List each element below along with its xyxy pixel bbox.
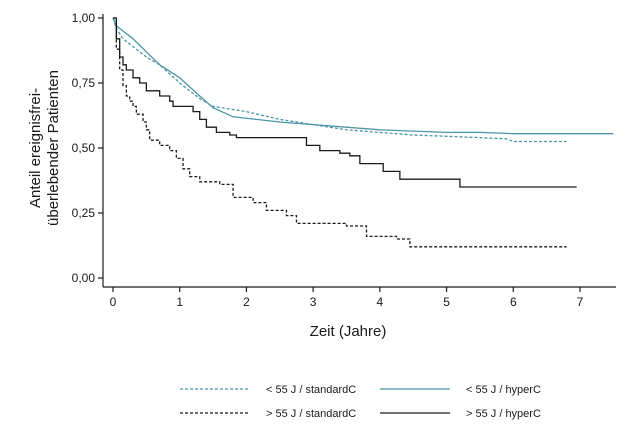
legend-label-55-j-hyperc: > 55 J / hyperC (466, 408, 541, 420)
series-line-55-j-standardc (113, 17, 567, 248)
y-tick-label: 1,00 (72, 11, 96, 25)
y-tick-label: 0,50 (72, 141, 96, 155)
y-axis-title-line-2: überlebender Patienten (45, 70, 62, 226)
x-tick-label: 6 (510, 295, 517, 309)
x-axis-title: Zeit (Jahre) (310, 323, 387, 340)
x-tick-label: 0 (110, 295, 117, 309)
axes (102, 14, 616, 288)
x-tick-label: 5 (443, 295, 450, 309)
x-tick-label: 3 (310, 295, 317, 309)
x-tick-label: 4 (377, 295, 384, 309)
series-line-55-j-standardc (112, 17, 567, 143)
x-tick-label: 1 (176, 295, 183, 309)
series-line-55-j-hyperc (113, 17, 577, 188)
series-layer (112, 17, 614, 248)
y-tick-label: 0,75 (72, 76, 96, 90)
y-axis-title-line-1: Anteil ereignisfrei- (27, 88, 44, 208)
legend-label-55-j-hyperc: < 55 J / hyperC (466, 384, 541, 396)
x-tick-label: 2 (243, 295, 250, 309)
legend-label-55-j-standardc: > 55 J / standardC (266, 408, 356, 420)
legend: < 55 J / standardC < 55 J / hyperC > 55 J … (180, 384, 541, 420)
x-tick-label: 7 (577, 295, 584, 309)
y-ticks: 0,00 0,25 0,50 0,75 1,00 (72, 11, 103, 285)
legend-label-55-j-standardc: < 55 J / standardC (266, 384, 356, 396)
y-tick-label: 0,25 (72, 206, 96, 220)
y-axis-title: Anteil ereignisfrei- überlebender Patien… (27, 70, 62, 226)
y-tick-label: 0,00 (72, 271, 96, 285)
x-ticks: 0 1 2 3 4 5 6 7 (110, 287, 584, 309)
series-line-55-j-hyperc (112, 17, 614, 135)
